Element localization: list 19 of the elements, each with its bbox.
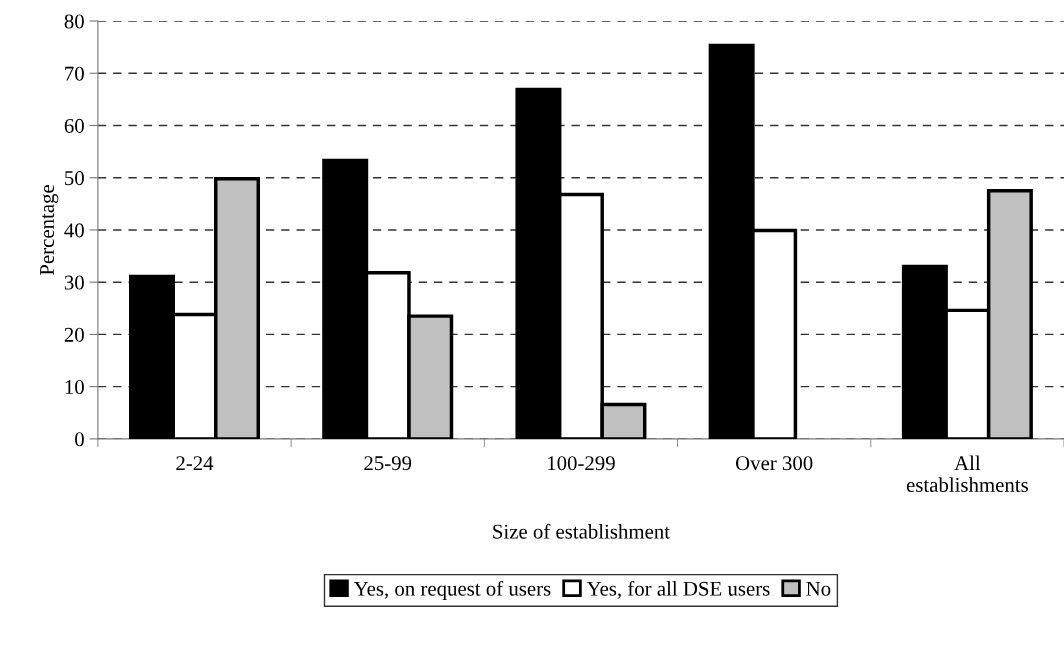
x-tick-label: All establishments xyxy=(906,455,1028,492)
y-tick-label: 30 xyxy=(64,275,84,290)
x-tick-label: 25-99 xyxy=(364,456,412,471)
x-tick-label: 2-24 xyxy=(176,456,214,470)
y-tick-label: 0 xyxy=(75,432,84,447)
y-tick-label: 70 xyxy=(65,66,84,81)
y-tick-label: 40 xyxy=(64,223,84,238)
x-axis-title: Size of establishment xyxy=(493,523,670,539)
y-tick-label: 80 xyxy=(64,14,84,29)
y-tick-label: 20 xyxy=(64,327,84,342)
legend-label: Yes, for all DSE users xyxy=(586,580,770,599)
y-axis-title: Percentage xyxy=(40,184,59,276)
legend-label: Yes, on request of users xyxy=(353,580,551,600)
x-tick-label: 100-299 xyxy=(548,456,615,471)
y-tick-label: 50 xyxy=(65,171,84,186)
legend-label: No xyxy=(806,581,831,596)
y-tick-label: 10 xyxy=(65,380,84,395)
y-tick-label: 60 xyxy=(64,118,84,133)
x-tick-label: Over 300 xyxy=(735,456,813,471)
